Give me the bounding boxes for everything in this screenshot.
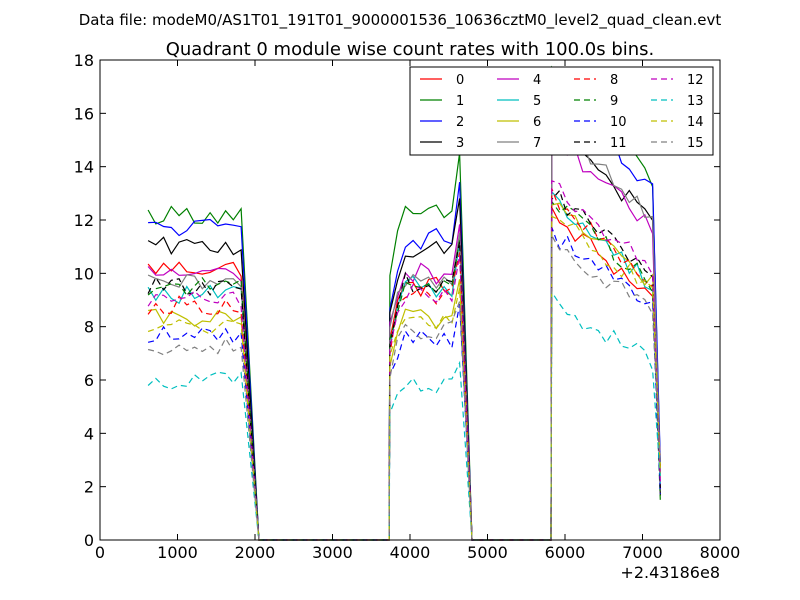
series-line-10	[147, 227, 661, 541]
legend-label-3: 3	[456, 136, 464, 151]
x-tick-label-3000: 3000	[312, 543, 353, 562]
series-line-8	[147, 188, 661, 541]
series-line-6	[148, 202, 661, 541]
legend-label-0: 0	[456, 73, 464, 88]
legend-box	[409, 66, 714, 156]
legend-label-2: 2	[456, 115, 464, 130]
y-tick-label-14: 14	[74, 158, 94, 177]
y-tick-label-18: 18	[74, 51, 94, 70]
series-line-9	[147, 199, 661, 541]
x-tick-label-6000: 6000	[545, 543, 586, 562]
legend-label-5: 5	[533, 94, 541, 109]
y-tick-label-0: 0	[84, 531, 94, 550]
axes-layer: 0 1000 2000 3000 4000 5000 6000 7000 80000246810…	[74, 51, 741, 562]
x-tick-label-4000: 4000	[390, 543, 431, 562]
legend-label-10: 10	[610, 115, 627, 130]
x-tick-label-0: 0	[95, 543, 105, 562]
legend-label-1: 1	[456, 94, 464, 109]
y-tick-label-12: 12	[74, 211, 94, 230]
chart-title: Quadrant 0 module wise count rates with …	[166, 39, 655, 60]
x-axis-offset-label: +2.43186e8	[620, 563, 720, 582]
x-tick-label-5000: 5000	[467, 543, 508, 562]
chart-suptitle: Data file: modeM0/AS1T01_191T01_90000015…	[79, 11, 722, 30]
legend-label-12: 12	[687, 73, 704, 88]
series-line-3	[147, 125, 661, 541]
series-line-0	[147, 207, 661, 541]
y-tick-label-4: 4	[84, 424, 94, 443]
y-tick-label-10: 10	[74, 264, 94, 283]
series-layer	[147, 65, 661, 541]
series-line-5	[147, 190, 661, 541]
x-tick-label-8000: 8000	[700, 543, 741, 562]
x-tick-label-1000: 1000	[157, 543, 198, 562]
series-line-7	[147, 109, 661, 541]
legend-label-13: 13	[687, 94, 704, 109]
legend-label-9: 9	[610, 94, 618, 109]
legend-label-4: 4	[533, 73, 541, 88]
legend-label-7: 7	[533, 136, 541, 151]
series-line-11	[147, 189, 661, 541]
series-line-4	[147, 129, 661, 541]
y-tick-label-8: 8	[84, 318, 94, 337]
legend-label-15: 15	[687, 136, 704, 151]
legend-label-11: 11	[610, 136, 627, 151]
legend-label-8: 8	[610, 73, 618, 88]
x-tick-label-2000: 2000	[235, 543, 276, 562]
legend-label-14: 14	[687, 115, 704, 130]
y-tick-label-2: 2	[84, 478, 94, 497]
series-line-14	[147, 215, 661, 541]
series-line-15	[147, 235, 661, 541]
legend-label-6: 6	[533, 115, 541, 130]
y-tick-label-16: 16	[74, 104, 94, 123]
x-tick-label-7000: 7000	[622, 543, 663, 562]
series-line-13	[147, 290, 661, 541]
y-tick-label-6: 6	[84, 371, 94, 390]
